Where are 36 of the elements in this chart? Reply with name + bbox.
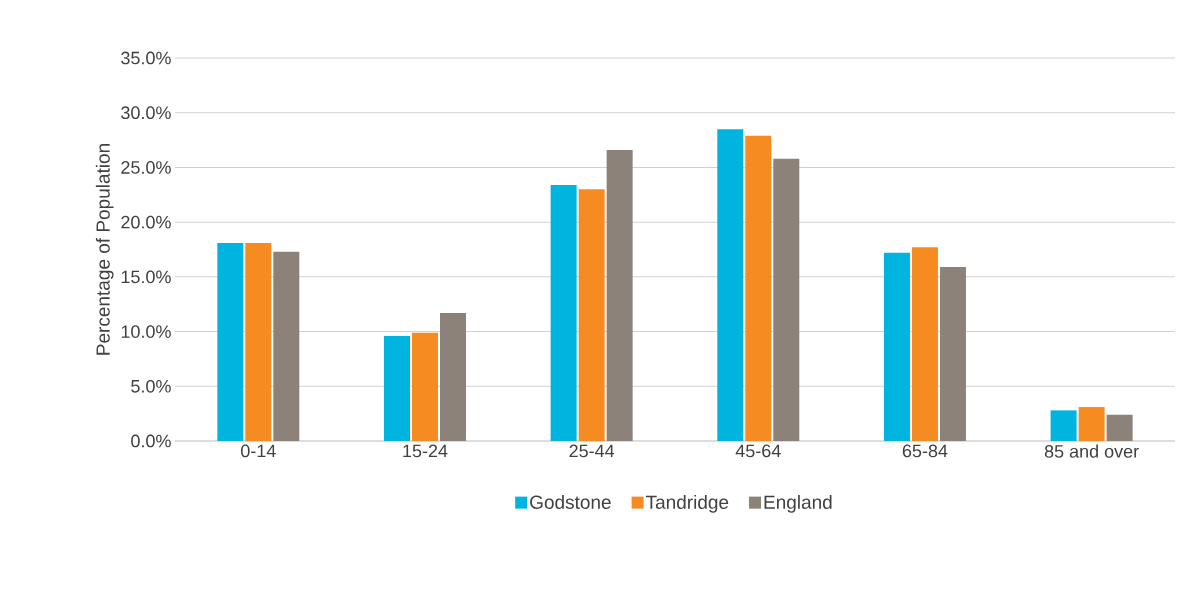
y-axis-title: Percentage of Population: [95, 144, 114, 355]
bar: [273, 251, 300, 441]
bar: [606, 149, 633, 441]
x-tick-label: 65-84: [902, 444, 948, 458]
bar: [411, 332, 438, 441]
y-tick-label: 10.0%: [121, 325, 171, 338]
bar: [1050, 410, 1077, 441]
y-tick-label: 15.0%: [121, 270, 171, 284]
bar: [883, 252, 910, 441]
x-tick-label: 45-64: [735, 444, 781, 458]
y-tick-label: 30.0%: [121, 106, 171, 120]
bar: [745, 135, 772, 441]
bar: [773, 158, 800, 441]
bar: [939, 267, 966, 441]
y-tick-label: 5.0%: [131, 379, 171, 393]
y-tick-label: 20.0%: [121, 215, 171, 229]
legend-label: Tandridge: [646, 494, 729, 513]
bar: [717, 129, 744, 441]
bar: [911, 247, 938, 441]
x-tick-label: 85 and over: [1044, 444, 1139, 458]
legend-label: England: [764, 494, 832, 513]
bar: [383, 335, 410, 441]
bar: [550, 184, 577, 441]
x-tick-label: 25-44: [569, 444, 615, 458]
bar: [1106, 414, 1133, 441]
legend-label: Godstone: [530, 494, 611, 509]
y-tick-label: 25.0%: [121, 161, 171, 174]
bar: [245, 242, 272, 441]
y-tick-label: 0.0%: [131, 434, 171, 448]
x-tick-label: 0-14: [241, 444, 276, 458]
x-tick-label: 15-24: [403, 444, 448, 458]
bar: [578, 189, 605, 441]
y-tick-label: 35.0%: [121, 51, 171, 65]
bar: [439, 312, 466, 441]
bar: [217, 242, 244, 441]
bar: [1078, 407, 1105, 441]
